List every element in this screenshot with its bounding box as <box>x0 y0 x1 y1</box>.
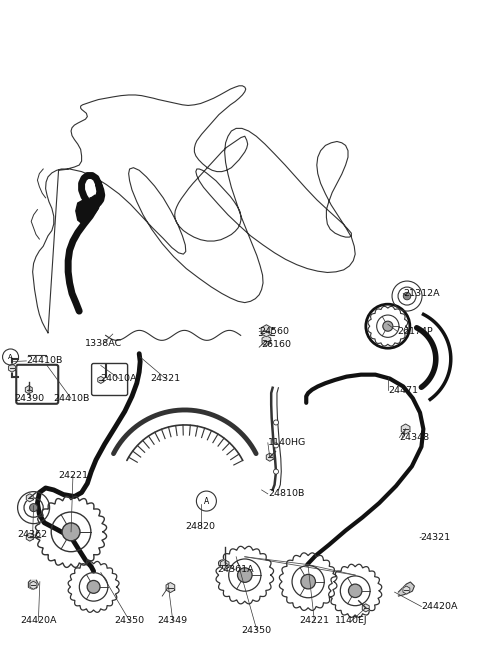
Text: 24221: 24221 <box>58 471 88 480</box>
Circle shape <box>274 420 278 425</box>
Text: 26174P: 26174P <box>397 327 433 336</box>
Polygon shape <box>261 325 272 337</box>
Text: 24350: 24350 <box>242 626 272 635</box>
Text: A: A <box>204 496 209 506</box>
Polygon shape <box>26 494 33 502</box>
Circle shape <box>301 574 315 589</box>
Polygon shape <box>28 580 38 590</box>
Polygon shape <box>403 586 410 594</box>
Text: 24361A: 24361A <box>217 565 253 574</box>
Polygon shape <box>9 364 15 372</box>
Text: 24321: 24321 <box>420 533 450 542</box>
Circle shape <box>383 321 393 331</box>
Text: 24010A: 24010A <box>101 374 137 383</box>
Circle shape <box>238 568 252 582</box>
Polygon shape <box>266 453 273 461</box>
Text: 1338AC: 1338AC <box>84 339 122 348</box>
Circle shape <box>62 523 80 541</box>
Text: 24350: 24350 <box>115 616 144 626</box>
Text: 24560: 24560 <box>259 327 289 336</box>
Circle shape <box>274 443 278 448</box>
Polygon shape <box>26 533 33 541</box>
Polygon shape <box>98 377 104 383</box>
Circle shape <box>87 580 100 593</box>
Polygon shape <box>401 424 410 434</box>
Circle shape <box>348 584 362 597</box>
Polygon shape <box>30 581 37 590</box>
Text: 24221: 24221 <box>300 616 329 626</box>
Text: 24410B: 24410B <box>53 394 89 403</box>
Text: 24420A: 24420A <box>20 616 57 626</box>
Text: 24348: 24348 <box>399 433 430 442</box>
Text: 24471: 24471 <box>388 386 418 395</box>
Polygon shape <box>89 195 100 213</box>
Text: 1140EJ: 1140EJ <box>335 616 368 626</box>
Text: 24820: 24820 <box>186 522 216 531</box>
Text: 24810B: 24810B <box>268 489 304 498</box>
Text: 24410B: 24410B <box>26 356 63 365</box>
Polygon shape <box>25 386 32 394</box>
Polygon shape <box>398 582 414 596</box>
Circle shape <box>30 504 37 512</box>
Text: 24362: 24362 <box>18 530 48 539</box>
Polygon shape <box>76 200 90 224</box>
Text: 21312A: 21312A <box>403 289 440 298</box>
Text: A: A <box>8 354 13 360</box>
Circle shape <box>274 469 278 474</box>
Text: 24420A: 24420A <box>421 602 458 611</box>
Polygon shape <box>262 335 271 346</box>
Polygon shape <box>220 559 229 570</box>
Polygon shape <box>166 582 175 593</box>
Text: 1140HG: 1140HG <box>268 438 306 447</box>
Polygon shape <box>362 604 369 612</box>
Text: 24321: 24321 <box>151 374 180 383</box>
Text: 24390: 24390 <box>15 394 45 403</box>
Text: 26160: 26160 <box>262 340 292 349</box>
Circle shape <box>403 292 411 300</box>
Text: 24349: 24349 <box>158 616 188 626</box>
